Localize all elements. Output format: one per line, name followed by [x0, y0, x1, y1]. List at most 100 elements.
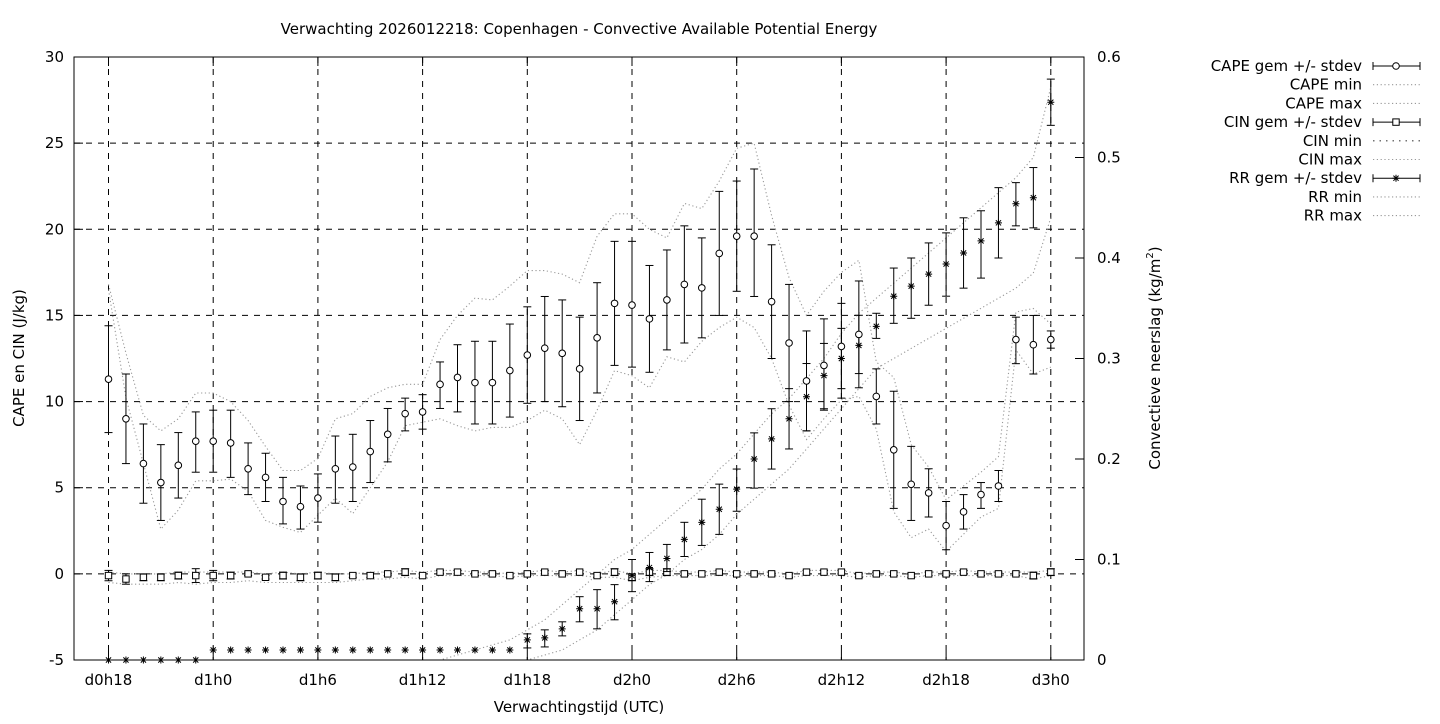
- rr-mean-point: [768, 435, 776, 443]
- cin-mean-point: [1029, 571, 1038, 580]
- cape-mean-point: [715, 249, 724, 258]
- cin-mean-point: [872, 570, 880, 578]
- cape-max-line: [107, 142, 1052, 501]
- rr-mean-point: [698, 518, 706, 526]
- cin-mean-point: [855, 571, 863, 580]
- cape-mean-point: [523, 351, 532, 359]
- cin-mean-point: [890, 570, 898, 578]
- x-tick-label: d1h18: [503, 671, 551, 689]
- legend-label: CIN max: [1298, 151, 1362, 169]
- y2-tick-label: 0.2: [1097, 450, 1121, 468]
- rr-mean-point: [663, 554, 671, 562]
- cape-mean-point: [558, 349, 567, 358]
- y2-axis-label-sup: 2: [1145, 252, 1156, 258]
- cin-mean-point: [733, 570, 741, 578]
- cape-min-line: [107, 289, 1052, 553]
- cape-mean-point: [401, 409, 409, 418]
- legend-label: RR max: [1304, 207, 1362, 225]
- cape-mean-point: [855, 330, 863, 339]
- cin-mean-point: [994, 570, 1003, 578]
- cin-mean-point: [244, 570, 252, 578]
- legend-label: CAPE min: [1290, 76, 1362, 94]
- cape-mean-point: [226, 439, 235, 447]
- rr-mean-point: [401, 646, 409, 654]
- cin-mean-point: [1047, 568, 1055, 576]
- rr-mean-point: [733, 485, 741, 493]
- x-tick-label: d2h6: [718, 671, 756, 689]
- rr-mean-point: [576, 605, 584, 613]
- cin-mean-point: [366, 571, 374, 580]
- cape-mean-point: [820, 361, 828, 370]
- cape-mean-point: [663, 296, 671, 304]
- legend-label: CIN min: [1303, 132, 1362, 150]
- ticks: -5 0 5 10 15 20 25 30 0 0.1 0.2 0.3 0.4 0.5 0.6 d0h18 d1…: [45, 48, 1121, 689]
- cape-mean-point: [785, 339, 793, 347]
- cape-mean-point: [977, 490, 985, 499]
- rr-mean-point: [262, 646, 270, 654]
- cin-mean-point: [767, 570, 776, 578]
- cape-mean-point: [1047, 335, 1055, 344]
- cape-mean-point: [122, 415, 130, 423]
- cape-mean-point: [488, 378, 497, 387]
- rr-mean-point: [750, 455, 758, 463]
- cape-mean-point: [593, 334, 601, 342]
- y-tick-label: 10: [45, 393, 64, 411]
- y2-tick-label: 0.1: [1097, 551, 1121, 569]
- cin-mean-point: [261, 573, 270, 582]
- cape-mean-point: [314, 494, 322, 502]
- cin-mean-point: [506, 571, 514, 580]
- rr-mean-point: [506, 646, 514, 654]
- cape-mean-point: [331, 464, 340, 473]
- y-tick-label: 15: [45, 306, 64, 324]
- cape-mean-point: [767, 297, 776, 306]
- rr-mean-point: [419, 646, 427, 654]
- rr-mean-point: [279, 646, 287, 654]
- cin-mean-point: [750, 570, 758, 578]
- y2-tick-label: 0.4: [1097, 249, 1121, 267]
- cape-mean-point: [872, 392, 881, 401]
- cin-mean-point: [488, 570, 497, 578]
- rr-mean-point: [611, 598, 619, 606]
- rr-mean-point: [593, 605, 601, 613]
- cin-mean-point: [157, 573, 165, 582]
- legend-label: CAPE max: [1285, 94, 1362, 112]
- cape-mean-point: [157, 478, 165, 487]
- rr-mean-point: [314, 646, 322, 654]
- cin-mean-point: [471, 570, 479, 578]
- x-tick-label: d1h12: [399, 671, 447, 689]
- rr-mean-point: [994, 219, 1002, 227]
- cin-mean-point: [384, 570, 392, 578]
- cape-mean-point: [261, 473, 270, 482]
- cape-mean-point: [575, 365, 584, 373]
- rr-mean-point: [960, 249, 968, 257]
- cin-mean-point: [174, 571, 183, 580]
- cape-mean-point: [994, 482, 1003, 490]
- y2-tick-label: 0.3: [1097, 350, 1121, 368]
- rr-mean-point: [331, 646, 339, 654]
- rr-mean-point: [471, 646, 479, 654]
- cin-mean-point: [977, 570, 985, 578]
- legend-swatch-marker: [1392, 118, 1400, 126]
- x-tick-label: d0h18: [85, 671, 133, 689]
- y2-tick-label: 0.6: [1097, 48, 1121, 66]
- legend-label: RR min: [1308, 188, 1362, 206]
- cin-mean-point: [558, 570, 566, 578]
- cin-mean-point: [453, 568, 462, 576]
- rr-mean-point: [488, 646, 496, 654]
- cape-mean-point: [279, 497, 287, 506]
- rr-mean-point: [977, 237, 985, 245]
- cape-mean-point: [628, 301, 636, 309]
- x-tick-label: d2h0: [613, 671, 651, 689]
- legend-swatch-marker: [1392, 62, 1400, 70]
- y-tick-label: 25: [45, 134, 64, 152]
- rr-mean-point: [628, 572, 636, 580]
- y2-axis-label-text: Convectieve neerslag (kg/m: [1146, 259, 1164, 470]
- cape-mean-point: [680, 280, 689, 289]
- legend-label: RR gem +/- stdev: [1229, 169, 1362, 187]
- cin-mean-point: [610, 568, 619, 576]
- y-axis-label: CAPE en CIN (J/kg): [10, 289, 28, 427]
- rr-mean-point: [872, 322, 880, 330]
- x-axis-label: Verwachtingstijd (UTC): [494, 698, 665, 716]
